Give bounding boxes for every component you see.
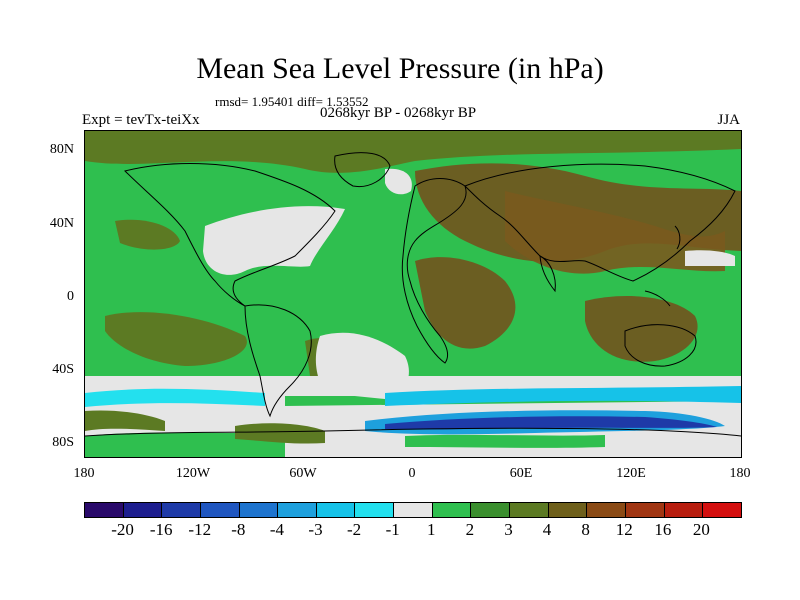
stats-text: rmsd= 1.95401 diff= 1.53552 bbox=[215, 94, 369, 109]
lon-label-180w: 180 bbox=[73, 466, 95, 481]
colorbar-swatch bbox=[394, 503, 433, 517]
colorbar-label: -1 bbox=[385, 520, 400, 539]
lat-label-0: 0 bbox=[67, 289, 74, 304]
colorbar-swatch bbox=[625, 503, 665, 517]
colorbar-swatch bbox=[200, 503, 240, 517]
colorbar-swatch bbox=[123, 503, 163, 517]
lon-label-0: 0 bbox=[408, 466, 416, 481]
lat-label-40n: 40N bbox=[49, 216, 74, 231]
colorbar-label: -4 bbox=[269, 520, 285, 539]
lat-label-80s: 80S bbox=[52, 435, 74, 450]
colorbar-label: -2 bbox=[347, 520, 362, 539]
colorbar bbox=[84, 502, 742, 518]
colorbar-label: 2 bbox=[465, 520, 475, 539]
colorbar-label: -16 bbox=[149, 520, 173, 539]
colorbar-swatch bbox=[587, 503, 626, 517]
colorbar-label: -8 bbox=[231, 520, 246, 539]
colorbar-swatch bbox=[355, 503, 395, 517]
period-label: 0268kyr BP - 0268kyr BP bbox=[320, 105, 477, 121]
lon-label-120e: 120E bbox=[616, 466, 646, 481]
colorbar-label: 1 bbox=[427, 520, 436, 539]
lon-label-60w: 60W bbox=[289, 466, 317, 481]
colorbar-label: -12 bbox=[188, 520, 212, 539]
pressure-map bbox=[85, 131, 741, 457]
colorbar-swatch bbox=[85, 503, 124, 517]
colorbar-label: -3 bbox=[308, 520, 323, 539]
colorbar-swatch bbox=[664, 503, 704, 517]
season-label: JJA bbox=[717, 112, 740, 128]
map-title: Mean Sea Level Pressure (in hPa) bbox=[196, 52, 604, 85]
colorbar-swatch bbox=[703, 503, 741, 517]
colorbar-label: 16 bbox=[654, 520, 672, 539]
lat-label-40s: 40S bbox=[52, 362, 74, 377]
colorbar-label: 4 bbox=[542, 520, 552, 539]
colorbar-swatch bbox=[316, 503, 356, 517]
colorbar-swatch bbox=[548, 503, 588, 517]
colorbar-label: -20 bbox=[111, 520, 134, 539]
colorbar-swatch bbox=[432, 503, 472, 517]
colorbar-swatch bbox=[162, 503, 201, 517]
colorbar-swatch bbox=[510, 503, 549, 517]
colorbar-label: 20 bbox=[692, 520, 710, 539]
colorbar-swatch bbox=[239, 503, 279, 517]
map-panel bbox=[84, 130, 742, 458]
colorbar-label: 12 bbox=[615, 520, 633, 539]
lon-label-120w: 120W bbox=[175, 466, 211, 481]
colorbar-swatch bbox=[471, 503, 511, 517]
lon-label-60e: 60E bbox=[509, 466, 533, 481]
colorbar-label: 3 bbox=[504, 520, 513, 539]
experiment-label: Expt = tevTx-teiXx bbox=[82, 112, 200, 128]
colorbar-swatch bbox=[278, 503, 317, 517]
lon-label-180e: 180 bbox=[729, 466, 751, 481]
colorbar-label: 8 bbox=[581, 520, 590, 539]
lat-label-80n: 80N bbox=[49, 142, 74, 157]
